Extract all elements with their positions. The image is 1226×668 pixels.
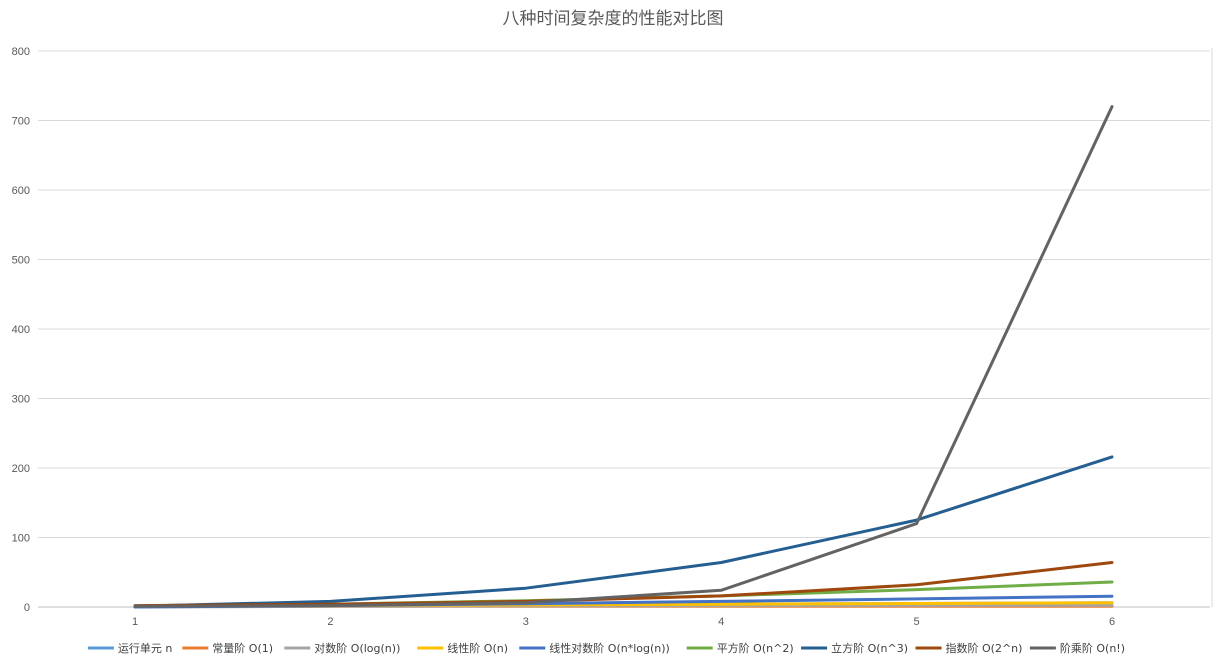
legend-label: 指数阶 O(2^n)	[946, 641, 1023, 655]
y-tick-label: 500	[12, 255, 30, 267]
y-tick-label: 600	[12, 185, 30, 197]
y-tick-label: 0	[24, 602, 30, 614]
legend-label: 线性对数阶 O(n*log(n))	[549, 641, 670, 655]
x-tick-label: 1	[132, 616, 138, 628]
legend-label: 平方阶 O(n^2)	[717, 641, 794, 655]
y-tick-label: 800	[12, 46, 30, 58]
legend-label: 立方阶 O(n^3)	[831, 641, 908, 655]
legend-label: 阶乘阶 O(n!)	[1060, 641, 1125, 655]
y-axis-ticks: 0 100 200 300 400 500 600 700 800	[12, 46, 30, 614]
x-tick-label: 6	[1109, 616, 1115, 628]
x-tick-label: 5	[914, 616, 920, 628]
gridlines	[38, 50, 1210, 538]
y-tick-label: 400	[12, 324, 30, 336]
y-tick-label: 100	[12, 533, 30, 545]
series-line	[133, 105, 1114, 608]
chart-title: 八种时间复杂度的性能对比图	[503, 9, 724, 29]
y-tick-label: 200	[12, 463, 30, 475]
x-tick-label: 2	[327, 616, 333, 628]
legend-label: 对数阶 O(log(n))	[314, 641, 400, 655]
legend-label: 运行单元 n	[118, 642, 172, 655]
y-tick-label: 700	[12, 116, 30, 128]
x-tick-label: 4	[718, 616, 724, 628]
series-line	[133, 455, 1114, 608]
series-lines	[133, 105, 1114, 609]
x-tick-label: 3	[523, 616, 529, 628]
x-axis-ticks: 1 2 3 4 5 6	[132, 616, 1115, 628]
legend-label: 线性阶 O(n)	[447, 641, 508, 655]
legend: 运行单元 n 常量阶 O(1) 对数阶 O(log(n)) 线性阶 O(n) 线性对数阶…	[87, 641, 1125, 655]
legend-label: 常量阶 O(1)	[212, 641, 273, 655]
y-tick-label: 300	[12, 394, 30, 406]
